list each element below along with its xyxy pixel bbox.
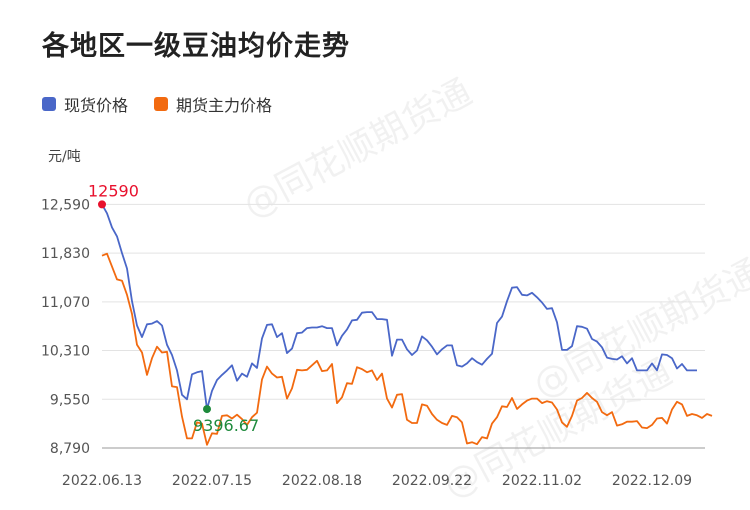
legend-item-futures[interactable]: 期货主力价格	[154, 92, 272, 116]
x-tick-label: 2022.08.18	[282, 473, 362, 489]
y-tick-label: 11,070	[41, 295, 90, 311]
x-tick-label: 2022.11.02	[502, 473, 582, 489]
legend-swatch-spot	[42, 97, 56, 111]
x-tick-label: 2022.09.22	[392, 473, 472, 489]
min-point-label: 9396.67	[193, 416, 259, 435]
x-tick-label: 2022.12.09	[612, 473, 692, 489]
x-tick-label: 2022.07.15	[172, 473, 252, 489]
max-point-label: 12590	[88, 181, 139, 200]
chart-title: 各地区一级豆油均价走势	[42, 31, 350, 62]
y-tick-label: 10,310	[41, 344, 90, 360]
legend-swatch-futures	[154, 97, 169, 111]
min-point-marker	[203, 405, 211, 414]
legend-label-spot: 现货价格	[64, 96, 129, 115]
x-tick-label: 2022.06.13	[62, 473, 142, 489]
series-line-spot	[101, 203, 697, 410]
y-tick-label: 11,830	[41, 246, 90, 262]
legend-label-futures: 期货主力价格	[176, 96, 273, 115]
max-point-marker	[98, 200, 106, 209]
y-axis-unit: 元/吨	[48, 149, 81, 165]
y-tick-label: 12,590	[41, 197, 90, 213]
legend-item-spot[interactable]: 现货价格	[42, 92, 128, 116]
legend: 现货价格 期货主力价格	[42, 92, 272, 116]
series-line-futures	[101, 252, 713, 446]
y-tick-label: 9,550	[50, 392, 90, 408]
y-tick-label: 8,790	[50, 441, 90, 457]
